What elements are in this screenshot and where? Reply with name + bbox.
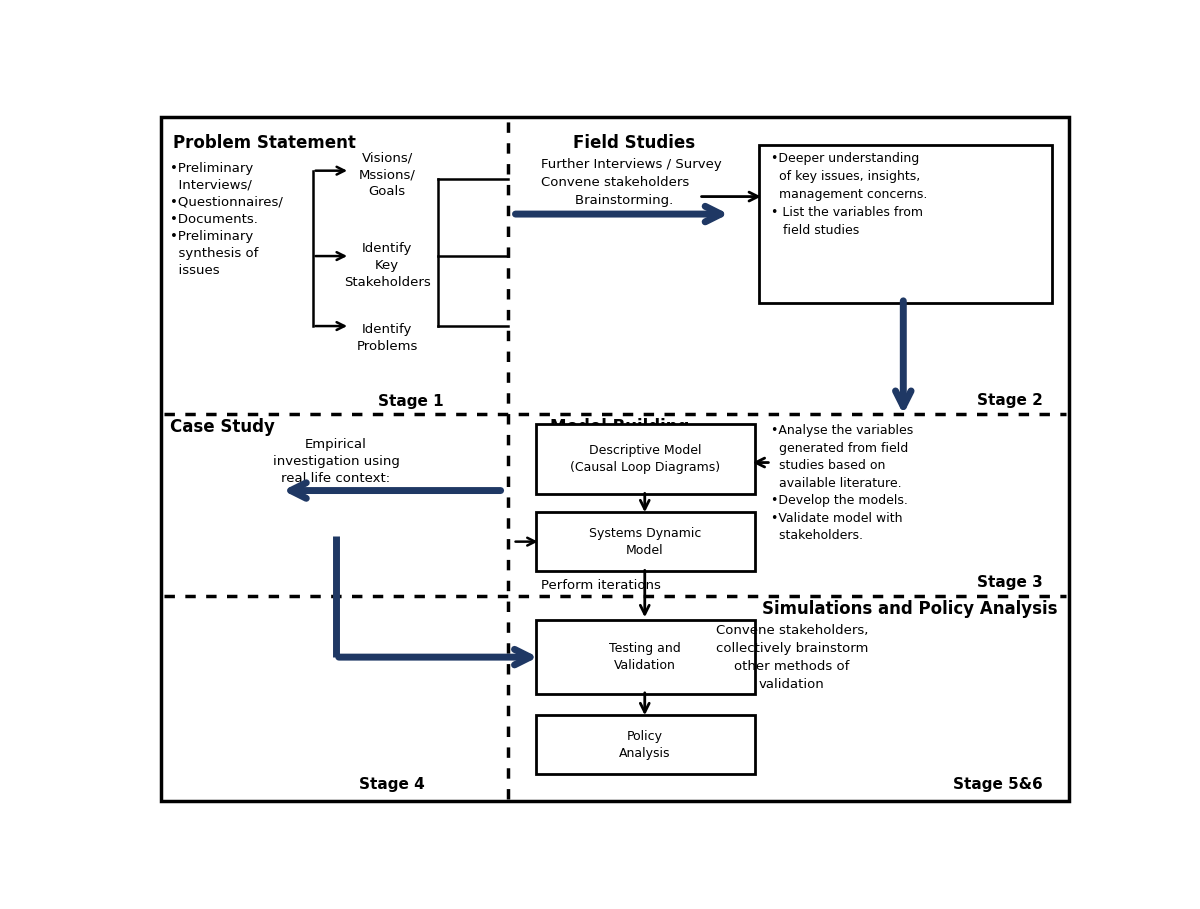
Text: Stage 4: Stage 4 (359, 776, 425, 792)
FancyBboxPatch shape (536, 714, 755, 774)
Text: •Preliminary
  Interviews/
•Questionnaires/
•Documents.
•Preliminary
  synthesis: •Preliminary Interviews/ •Questionnaires… (170, 162, 283, 276)
Text: Systems Dynamic
Model: Systems Dynamic Model (588, 526, 701, 556)
Text: Further Interviews / Survey
Convene stakeholders
        Brainstorming.: Further Interviews / Survey Convene stak… (540, 158, 721, 207)
FancyBboxPatch shape (536, 512, 755, 571)
Text: Identify
Problems: Identify Problems (356, 323, 418, 353)
Text: Stage 3: Stage 3 (977, 574, 1043, 590)
Text: •Deeper understanding
  of key issues, insights,
  management concerns.
• List t: •Deeper understanding of key issues, ins… (772, 153, 928, 237)
FancyBboxPatch shape (536, 424, 755, 494)
Text: Identify
Key
Stakeholders: Identify Key Stakeholders (343, 242, 431, 289)
Text: Stage 1: Stage 1 (378, 394, 443, 409)
Text: Model Building: Model Building (550, 418, 689, 436)
Text: Descriptive Model
(Causal Loop Diagrams): Descriptive Model (Causal Loop Diagrams) (570, 444, 720, 474)
Text: Testing and
Validation: Testing and Validation (608, 642, 680, 672)
FancyBboxPatch shape (536, 620, 755, 694)
Text: •Analyse the variables
  generated from field
  studies based on
  available lit: •Analyse the variables generated from fi… (772, 424, 913, 542)
Text: Policy
Analysis: Policy Analysis (619, 730, 671, 760)
Text: Case Study: Case Study (170, 418, 275, 436)
Text: Convene stakeholders,
collectively brainstorm
other methods of
validation: Convene stakeholders, collectively brain… (715, 624, 868, 691)
Text: Stage 2: Stage 2 (977, 393, 1043, 408)
Text: Simulations and Policy Analysis: Simulations and Policy Analysis (762, 601, 1057, 618)
Text: Empirical
investigation using
real life context:: Empirical investigation using real life … (272, 438, 400, 485)
FancyBboxPatch shape (760, 145, 1052, 303)
Text: Problem Statement: Problem Statement (173, 134, 356, 152)
Text: Stage 5&6: Stage 5&6 (953, 776, 1043, 792)
Text: Perform iterations: Perform iterations (540, 579, 660, 592)
Text: Field Studies: Field Studies (572, 134, 695, 152)
Text: Visions/
Mssions/
Goals: Visions/ Mssions/ Goals (359, 151, 415, 198)
